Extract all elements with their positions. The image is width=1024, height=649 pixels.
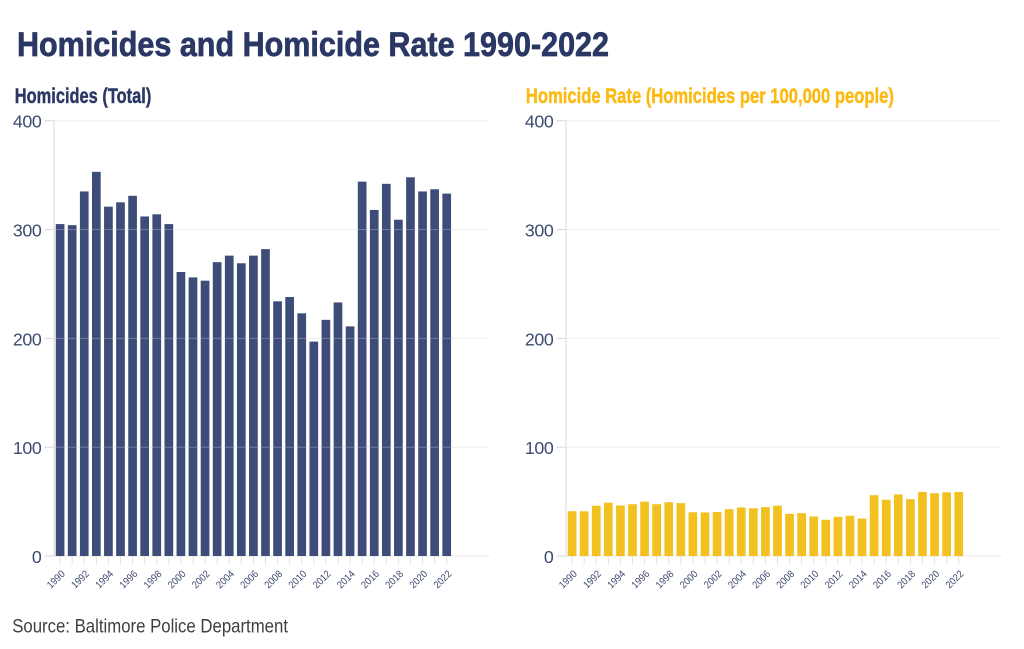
svg-text:Homicides (Total): Homicides (Total) xyxy=(15,84,152,108)
svg-text:100: 100 xyxy=(13,438,42,458)
svg-text:Homicides and Homicide Rate 19: Homicides and Homicide Rate 1990-2022 xyxy=(17,26,609,64)
svg-text:Source: Baltimore Police Depar: Source: Baltimore Police Department xyxy=(12,615,288,637)
svg-text:400: 400 xyxy=(13,112,42,132)
svg-text:400: 400 xyxy=(525,112,554,132)
svg-text:300: 300 xyxy=(13,221,42,241)
svg-text:0: 0 xyxy=(544,547,554,567)
svg-text:Homicide Rate (Homicides per 1: Homicide Rate (Homicides per 100,000 peo… xyxy=(526,84,894,108)
svg-text:200: 200 xyxy=(13,329,42,349)
svg-text:0: 0 xyxy=(32,547,42,567)
svg-text:100: 100 xyxy=(525,438,554,458)
svg-text:300: 300 xyxy=(525,221,554,241)
svg-text:200: 200 xyxy=(525,329,554,349)
